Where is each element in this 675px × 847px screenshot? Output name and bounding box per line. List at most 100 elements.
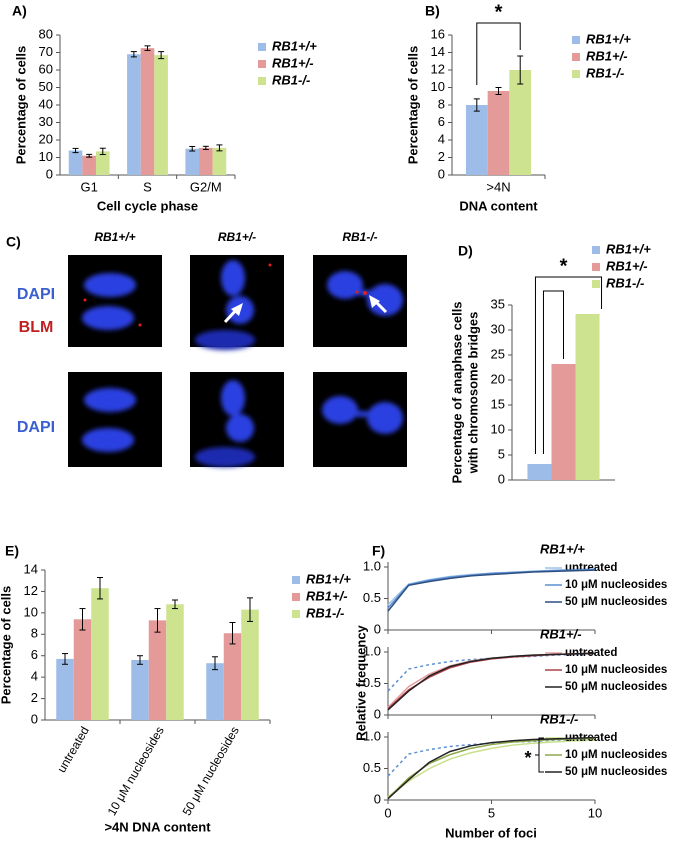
y-tick-label: 10 [491, 421, 505, 436]
x-tick-label: 5 [488, 805, 495, 820]
bar [91, 588, 109, 720]
legend-swatch [258, 77, 266, 85]
legend-label: 50 μM nucleosides [565, 596, 667, 608]
y-tick-label: 4 [31, 669, 38, 684]
y-tick-label: 10 [39, 149, 53, 164]
micrograph-panel: C) RB1+/+ RB1+/- RB1-/- DAPI BLM DAPI [6, 230, 407, 467]
bar [509, 70, 532, 175]
legend-label: RB1+/+ [306, 571, 351, 586]
chromosomes [82, 260, 403, 467]
y-tick-label: 0 [31, 711, 38, 726]
y-tick-label: 2 [438, 149, 445, 164]
legend-swatch [572, 36, 580, 44]
y-tick-label: 10 [24, 604, 38, 619]
legend-swatch [572, 70, 580, 78]
bar [73, 619, 92, 720]
y-tick-label: 0.5 [363, 675, 381, 690]
legend-label: RB1-/- [272, 72, 310, 87]
legend-label: RB1+/- [306, 588, 348, 603]
annotation: * [560, 255, 568, 277]
bar [68, 150, 83, 175]
row-label: DAPI [17, 419, 55, 436]
y-tick-label: 0 [374, 706, 381, 721]
row-label: DAPI [17, 286, 55, 303]
image [68, 372, 162, 467]
annotation: * [524, 748, 531, 768]
subplot-title: RB1-/- [540, 711, 578, 726]
panel-label: E) [5, 543, 19, 559]
bar [241, 609, 259, 720]
y-tick-label: 12 [431, 61, 445, 76]
series-line [387, 652, 596, 708]
x-axis-label: Number of foci [445, 825, 537, 840]
annotation: * [495, 1, 503, 23]
images [68, 255, 407, 467]
bar [212, 147, 227, 175]
bar [551, 364, 576, 480]
y-tick-label: 1.0 [363, 643, 381, 658]
x-tick-label: G1 [80, 179, 97, 194]
bar [95, 151, 110, 175]
y-tick-label: 0.5 [363, 590, 381, 605]
y-axis-label: with chromosome bridges [465, 312, 480, 475]
legend-swatch [292, 610, 300, 618]
series-line [387, 739, 596, 798]
legend-swatch [572, 53, 580, 61]
legend-label: RB1+/- [606, 258, 648, 273]
bar [575, 314, 600, 480]
y-axis-label: Percentage of cells [13, 46, 28, 165]
y-axis-label: Percentage of anaphase cells [449, 301, 464, 483]
bar [465, 105, 488, 175]
y-tick-label: 40 [39, 96, 53, 111]
y-tick-label: 8 [31, 626, 38, 641]
panel-label: C) [6, 234, 21, 250]
y-tick-label: 35 [491, 296, 505, 311]
row-label: BLM [19, 319, 54, 336]
bar [223, 633, 242, 720]
y-tick-label: 10 [431, 79, 445, 94]
y-tick-label: 50 [39, 79, 53, 94]
panel-label: D) [458, 243, 473, 259]
legend-label: RB1-/- [306, 605, 344, 620]
subplot-title: RB1+/+ [540, 541, 585, 556]
x-axis-label: DNA content [459, 198, 538, 213]
y-tick-label: 30 [39, 114, 53, 129]
legend-label: RB1+/+ [606, 241, 651, 256]
y-tick-label: 1.0 [363, 558, 381, 573]
y-tick-label: 0 [374, 621, 381, 636]
y-tick-label: 1.0 [363, 728, 381, 743]
bar [185, 148, 200, 175]
panel-label: B) [425, 3, 440, 19]
y-tick-label: 5 [498, 446, 505, 461]
y-tick-label: 16 [431, 26, 445, 41]
series-line [387, 652, 596, 711]
legend-swatch [258, 43, 266, 51]
y-tick-label: 8 [438, 96, 445, 111]
x-tick-label: S [143, 179, 152, 194]
legend-swatch [592, 280, 600, 288]
legend-label: RB1-/- [586, 65, 624, 80]
legend-label: 50 μM nucleosides [565, 681, 667, 693]
legend-swatch [258, 60, 266, 68]
x-tick-label: 10 [588, 805, 602, 820]
bar [527, 464, 552, 480]
legend-swatch [592, 263, 600, 271]
legend-label: 50 μM nucleosides [565, 766, 667, 778]
series-line [387, 737, 596, 799]
bar [154, 55, 168, 175]
legend-swatch [292, 593, 300, 601]
series-line [387, 736, 596, 800]
bar [199, 147, 213, 175]
panel-label: A) [12, 3, 27, 19]
bracket [476, 22, 521, 85]
image [68, 255, 162, 347]
legend-label: RB1+/+ [586, 31, 631, 46]
bar [127, 54, 141, 175]
panel-label: F) [372, 543, 385, 559]
y-tick-label: 60 [39, 61, 53, 76]
bar [131, 660, 149, 720]
x-tick-label: 10 μM nucleosides [105, 724, 167, 818]
y-axis-label: Percentage of cells [405, 46, 420, 165]
x-tick-label: 50 μM nucleosides [180, 724, 242, 818]
